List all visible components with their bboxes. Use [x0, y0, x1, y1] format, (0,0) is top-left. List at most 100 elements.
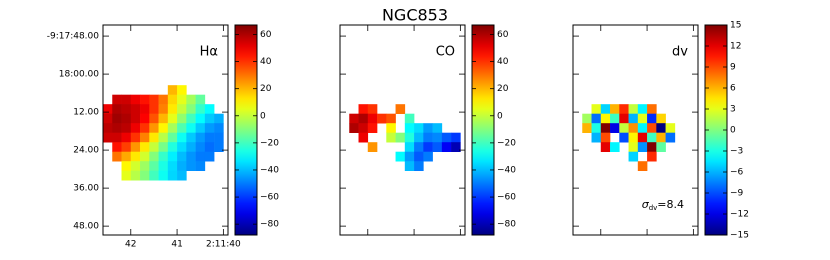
pixel-cell — [177, 85, 187, 95]
pixel-cell — [140, 161, 150, 172]
pixel-cell — [158, 170, 169, 181]
pixel-cell — [591, 104, 602, 114]
pixel-cell — [451, 132, 461, 143]
pixel-cell — [404, 151, 415, 162]
pixel-cell — [404, 132, 415, 143]
pixel-cell — [414, 123, 424, 133]
x-tick-label: 41 — [171, 240, 182, 250]
pixel-cell — [656, 142, 666, 152]
y-tick-label: 18:00.00 — [59, 70, 100, 80]
pixel-cell — [600, 104, 611, 114]
pixel-cell — [167, 85, 178, 95]
pixel-cell — [414, 161, 424, 172]
pixel-cell — [112, 123, 122, 133]
colorbar-tick-label: 9 — [730, 63, 736, 73]
pixel-cell — [130, 104, 141, 114]
annotation-subscript: dv — [649, 204, 658, 212]
pixel-cell — [186, 104, 196, 114]
pixel-cell — [195, 94, 206, 105]
pixel-cell — [177, 151, 187, 162]
pixel-cell — [204, 104, 215, 114]
y-tick-label: 36.00 — [73, 184, 99, 194]
pixel-cell — [186, 113, 196, 124]
pixel-cell — [149, 170, 159, 181]
pixel-cell — [149, 123, 159, 133]
annotation-symbol: σ — [642, 198, 650, 211]
pixel-cell — [103, 113, 113, 124]
pixel-cell — [395, 151, 406, 162]
pixel-cell — [158, 142, 169, 152]
pixel-cell — [600, 132, 611, 143]
pixel-cell — [177, 104, 187, 114]
pixel-cell — [647, 142, 657, 152]
pixel-cell — [432, 142, 443, 152]
pixel-cell — [367, 113, 378, 124]
pixel-cell — [130, 123, 141, 133]
pixel-cell — [140, 151, 150, 162]
pixel-cell — [665, 132, 676, 143]
pixel-cell — [158, 161, 169, 172]
colorbar-tick-label: −3 — [730, 147, 743, 157]
pixel-cell — [600, 123, 611, 133]
pixel-cell — [177, 142, 187, 152]
pixel-cell — [130, 142, 141, 152]
pixel-cell — [149, 132, 159, 143]
pixel-cell — [177, 113, 187, 124]
pixel-cell — [149, 94, 159, 105]
pixel-cell — [195, 142, 206, 152]
colorbar-tick-label: −12 — [730, 210, 749, 220]
pixel-cell — [177, 94, 187, 105]
pixel-cell — [628, 113, 639, 124]
colorbar-tick-label: 3 — [730, 105, 736, 115]
pixel-cell — [358, 123, 369, 133]
pixel-cell — [395, 132, 406, 143]
pixel-cell — [423, 142, 433, 152]
axes-frame — [102, 24, 229, 236]
pixel-cell — [121, 94, 132, 105]
pixel-cell — [186, 94, 196, 105]
pixel-cell — [149, 142, 159, 152]
pixel-cell — [130, 161, 141, 172]
pixel-cell — [349, 123, 359, 133]
pixel-cell — [423, 151, 433, 162]
pixel-cell — [149, 161, 159, 172]
pixel-cell — [130, 94, 141, 105]
pixel-cell — [423, 132, 433, 143]
pixel-cell — [214, 123, 224, 133]
pixel-cell — [386, 113, 396, 124]
pixel-cell — [177, 170, 187, 181]
annotation: σdv=8.4 — [642, 198, 684, 212]
pixel-cell — [395, 104, 406, 114]
pixel-cell — [451, 142, 461, 152]
pixel-cell — [647, 104, 657, 114]
pixel-cell — [358, 132, 369, 143]
pixel-cell — [204, 142, 215, 152]
pixel-cell — [167, 104, 178, 114]
pixel-cell — [628, 132, 639, 143]
pixel-cell — [140, 142, 150, 152]
pixel-cell — [112, 104, 122, 114]
colorbar-tick-label: −60 — [260, 193, 279, 203]
pixel-cell — [112, 113, 122, 124]
colorbar-tick-label: 60 — [497, 30, 509, 40]
pixel-cell — [140, 94, 150, 105]
pixel-cell — [204, 123, 215, 133]
pixel-cell — [582, 113, 592, 124]
y-tick-label: 48.00 — [73, 222, 99, 232]
colorbar-tick-label: 20 — [260, 84, 272, 94]
pixel-cell — [628, 151, 639, 162]
pixel-cell — [377, 113, 387, 124]
pixel-cell — [610, 123, 620, 133]
pixel-cell — [158, 123, 169, 133]
pixel-cell — [167, 142, 178, 152]
pixel-cell — [591, 123, 602, 133]
pixel-cell — [349, 113, 359, 124]
pixel-cell — [186, 132, 196, 143]
pixel-cell — [656, 123, 666, 133]
pixel-cell — [432, 123, 443, 133]
pixel-cell — [367, 123, 378, 133]
pixel-cell — [121, 132, 132, 143]
pixel-cell — [130, 170, 141, 181]
